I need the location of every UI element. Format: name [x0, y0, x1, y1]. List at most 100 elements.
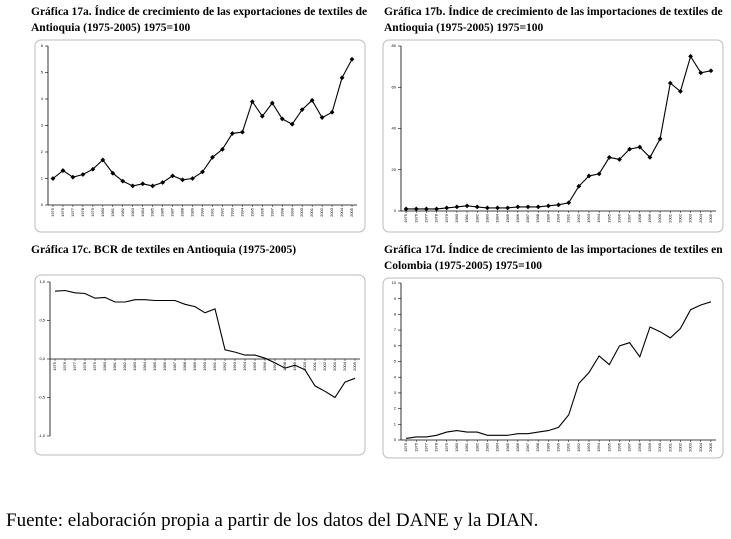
data-point: [110, 170, 116, 176]
x-tick-label: 1984: [495, 442, 500, 452]
x-tick-label: 1997: [627, 442, 632, 452]
x-tick-label: 1994: [239, 207, 244, 217]
x-tick-label: 2004: [339, 207, 344, 217]
x-tick-label: 2002: [677, 442, 682, 452]
x-tick-label: 1986: [160, 207, 165, 217]
y-tick-label: 9: [394, 296, 397, 301]
x-tick-label: 1986: [515, 442, 520, 452]
data-point: [586, 173, 592, 179]
data-point: [688, 53, 693, 59]
x-tick-label: 1983: [132, 361, 137, 371]
x-tick-label: 1999: [647, 442, 652, 452]
data-point: [150, 183, 156, 189]
x-tick-label: 2002: [322, 361, 327, 371]
x-tick-label: 1990: [200, 207, 205, 217]
x-tick-label: 2002: [677, 213, 682, 223]
y-tick-label: 3: [394, 390, 397, 395]
x-tick-label: 1993: [586, 442, 591, 452]
x-tick-label: 1990: [556, 442, 561, 452]
y-tick-label: 4: [394, 374, 397, 379]
x-tick-label: 1976: [62, 361, 67, 371]
x-tick-label: 1998: [279, 207, 284, 217]
x-tick-label: 1988: [535, 442, 540, 452]
y-tick-label: 0,0: [39, 356, 45, 361]
x-tick-label: 1980: [454, 442, 459, 452]
x-tick-label: 1990: [556, 213, 561, 223]
y-tick-label: 60: [392, 84, 397, 89]
data-point: [220, 146, 225, 152]
x-tick-label: 1978: [434, 213, 439, 223]
data-point: [556, 202, 561, 208]
x-tick-label: 1980: [102, 361, 107, 371]
x-tick-label: 1991: [566, 213, 571, 223]
x-tick-label: 1990: [202, 361, 207, 371]
data-point: [200, 169, 205, 175]
data-point: [566, 200, 572, 206]
x-tick-label: 2001: [667, 442, 672, 452]
x-tick-label: 1991: [566, 442, 571, 452]
x-tick-label: 2004: [698, 442, 703, 452]
x-tick-label: 1983: [484, 213, 489, 223]
y-tick-label: 0,5: [39, 318, 45, 323]
data-point: [545, 203, 551, 209]
data-line: [406, 301, 712, 439]
x-tick-label: 1976: [60, 207, 65, 217]
x-tick-label: 1993: [229, 207, 234, 217]
x-tick-label: 1985: [150, 207, 155, 217]
x-tick-label: 1993: [232, 361, 237, 371]
data-point: [259, 113, 265, 119]
x-tick-label: 1980: [454, 213, 459, 223]
y-tick-label: 2: [394, 406, 397, 411]
data-point: [120, 178, 126, 184]
chart-title: Gráfica 17a. Índice de crecimiento de la…: [31, 6, 368, 34]
data-line: [54, 289, 356, 399]
x-tick-label: 1997: [627, 213, 632, 223]
x-tick-label: 1979: [444, 213, 449, 223]
x-tick-label: 1981: [112, 361, 117, 371]
data-point: [637, 144, 643, 150]
data-point: [269, 100, 275, 106]
data-point: [505, 205, 511, 211]
data-point: [289, 121, 295, 127]
y-tick-label: 1: [394, 421, 397, 426]
data-point: [484, 205, 490, 211]
x-tick-label: 1984: [142, 361, 147, 371]
x-tick-label: 1995: [252, 361, 257, 371]
x-tick-label: 2001: [309, 207, 314, 217]
data-point: [434, 206, 439, 212]
x-tick-label: 1991: [210, 207, 215, 217]
x-tick-label: 1977: [423, 213, 428, 223]
x-tick-label: 2000: [299, 207, 304, 217]
x-tick-label: 1996: [617, 213, 622, 223]
x-tick-label: 1992: [222, 361, 227, 371]
x-tick-label: 1999: [289, 207, 294, 217]
data-point: [249, 99, 255, 105]
data-point: [190, 176, 195, 181]
chart-title: Gráfica 17c. BCR de textiles en Antioqui…: [31, 244, 297, 256]
x-tick-label: 1979: [444, 442, 449, 452]
x-tick-label: 1979: [90, 207, 95, 217]
x-tick-label: 1999: [292, 361, 297, 371]
data-point: [444, 205, 450, 211]
x-tick-label: 1997: [269, 207, 274, 217]
x-tick-label: 1987: [172, 361, 177, 371]
data-point: [617, 157, 622, 162]
data-point: [349, 56, 355, 62]
x-tick-label: 1989: [192, 361, 197, 371]
x-tick-label: 1984: [140, 207, 145, 217]
x-tick-label: 1993: [586, 213, 591, 223]
x-tick-label: 1981: [464, 442, 469, 452]
y-tick-label: 8: [394, 311, 397, 316]
data-point: [339, 75, 345, 81]
x-tick-label: 2001: [667, 213, 672, 223]
data-point: [239, 129, 245, 135]
x-tick-label: 1980: [100, 207, 105, 217]
plot-frame: [34, 39, 366, 233]
data-point: [50, 176, 56, 181]
x-tick-label: 1995: [249, 207, 254, 217]
data-point: [180, 177, 185, 183]
x-tick-label: 1989: [545, 213, 550, 223]
x-tick-label: 1989: [190, 207, 195, 217]
y-tick-label: 80: [392, 43, 397, 48]
